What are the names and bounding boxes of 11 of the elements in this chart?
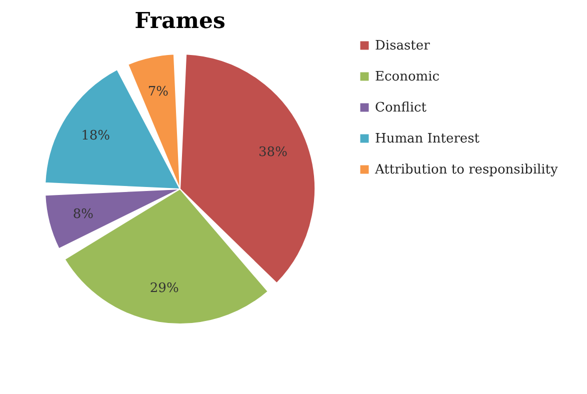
- legend-label: Attribution to responsibility: [374, 162, 559, 178]
- legend-label: Economic: [375, 70, 440, 84]
- legend-label: Disaster: [375, 38, 431, 54]
- legend-label: Human Interest: [375, 132, 480, 146]
- data-label: 7%: [148, 84, 168, 100]
- data-label: 29%: [150, 280, 179, 296]
- legend-label: Conflict: [375, 100, 428, 116]
- data-label: 8%: [72, 206, 94, 222]
- chart-title: Frames: [134, 8, 226, 34]
- data-label: 38%: [258, 145, 288, 160]
- data-label: 18%: [81, 128, 110, 144]
